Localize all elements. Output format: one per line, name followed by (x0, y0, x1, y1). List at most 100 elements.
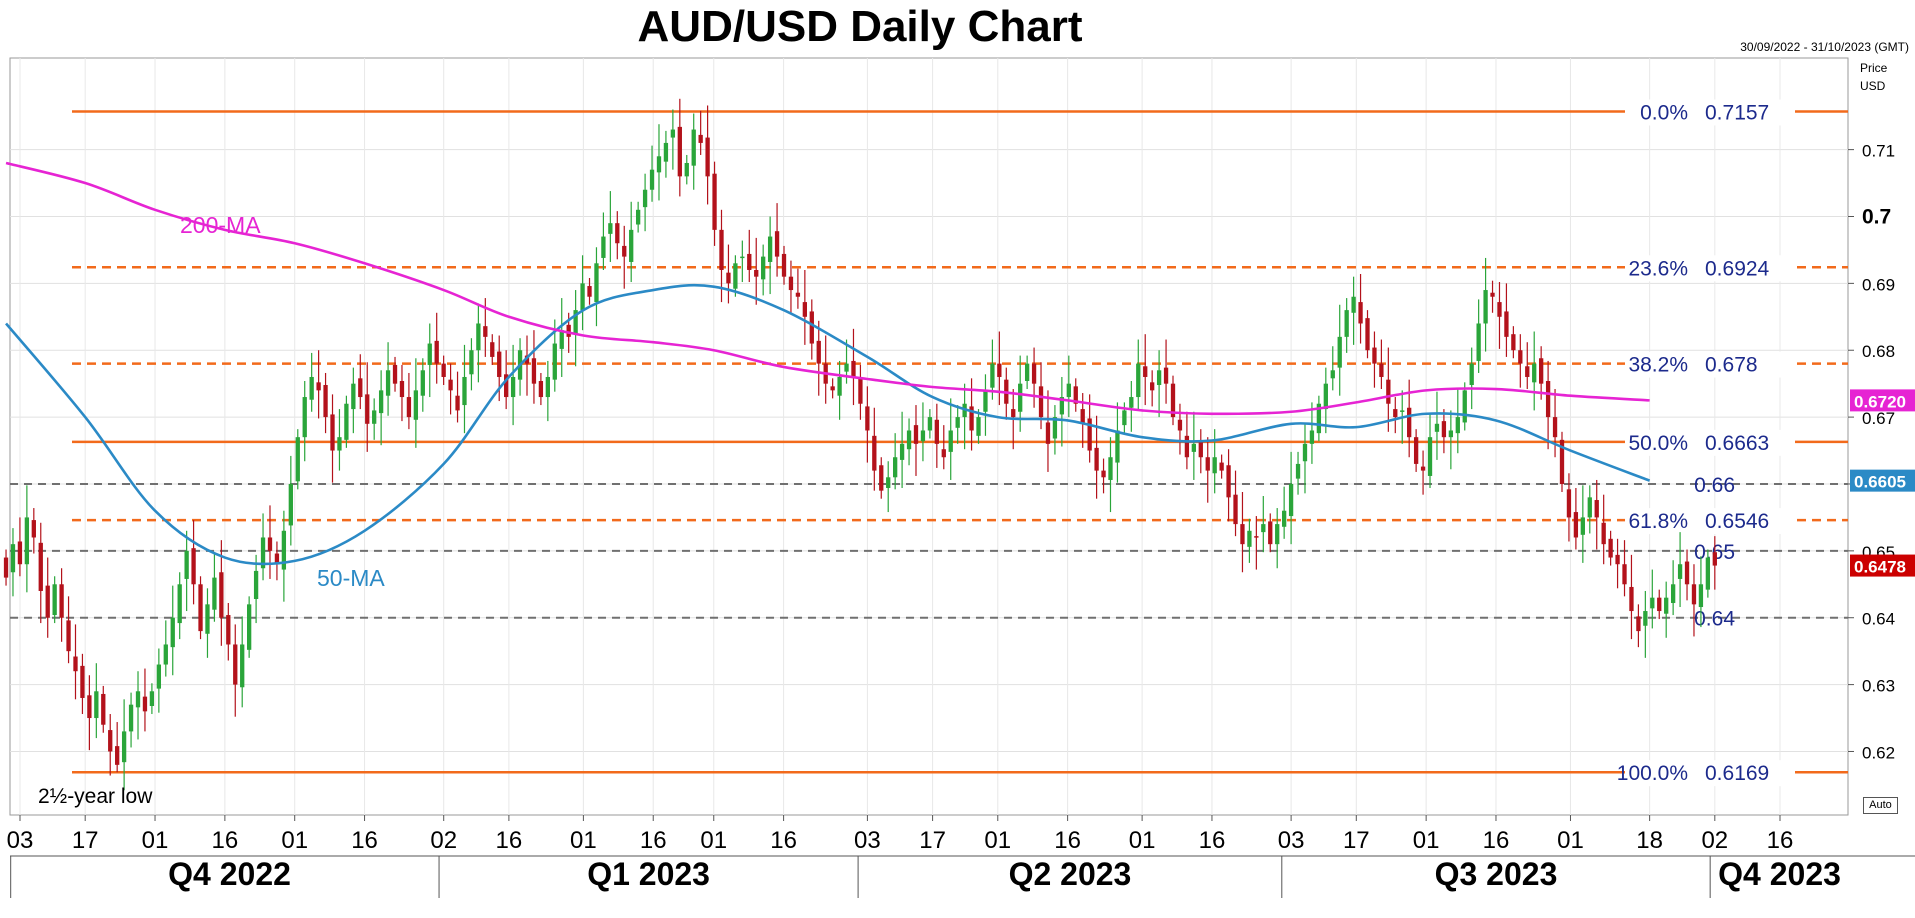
candle-body (483, 326, 488, 337)
candle-body (1052, 417, 1058, 439)
x-tick-label: 16 (640, 827, 667, 854)
candle-body (1205, 457, 1210, 471)
quarter-label: Q3 2023 (1435, 856, 1558, 892)
candle-body (10, 544, 16, 573)
candle-body (309, 376, 314, 400)
candle-body (1664, 597, 1669, 614)
candle-body (260, 537, 266, 569)
candle-body (59, 584, 64, 618)
fibonacci-value-label: 0.6663 (1705, 432, 1769, 455)
candle-body (45, 585, 50, 618)
candle-body (1170, 383, 1176, 418)
fibonacci-level-label: 61.8% (1628, 510, 1688, 533)
candle-body (851, 360, 856, 377)
fibonacci-level-label: 0.0% (1640, 101, 1688, 124)
fibonacci-label-bg (1625, 351, 1795, 378)
candle-body (246, 604, 252, 650)
candle-body (886, 477, 891, 488)
candle-body (1525, 366, 1530, 377)
candle-body (1150, 382, 1155, 391)
candle-body (1261, 524, 1266, 533)
candle-body (1698, 584, 1704, 608)
candle-body (504, 374, 509, 398)
candle-body (761, 256, 766, 280)
candle-body (510, 376, 516, 398)
candle-body (747, 253, 752, 270)
candle-body (1622, 564, 1627, 585)
quarter-label: Q4 2023 (1718, 856, 1841, 892)
candle-body (705, 137, 710, 177)
candle-body (1136, 363, 1141, 398)
candle-body (1580, 517, 1585, 535)
candle-body (288, 483, 293, 526)
fibonacci-value-label: 0.6546 (1705, 510, 1769, 533)
candle-body (712, 173, 717, 230)
candle-body (212, 577, 217, 610)
fibonacci-level-label: 50.0% (1628, 432, 1688, 455)
fibonacci-label-bg (1625, 429, 1795, 456)
candle-body (1254, 536, 1259, 538)
candle-body (1156, 370, 1162, 386)
candle-body (872, 435, 877, 471)
candle-body (448, 379, 453, 391)
candle-body (1594, 500, 1599, 518)
candle-body (330, 414, 335, 451)
candle-body (1504, 311, 1509, 337)
candle-body (1226, 465, 1231, 498)
candle-body (1629, 586, 1634, 612)
ma200-annotation: 200-MA (180, 212, 261, 238)
fibonacci-level-label: 23.6% (1628, 257, 1688, 280)
candle-body (1337, 336, 1342, 368)
last-value-label: 0.6720 (1854, 392, 1906, 411)
candle-body (1122, 410, 1127, 426)
candle-body (795, 292, 801, 297)
candle-body (684, 162, 689, 177)
x-tick-label: 16 (770, 827, 797, 854)
candle-body (635, 209, 641, 225)
auto-scale-button[interactable]: Auto (1863, 797, 1898, 814)
candle-body (538, 380, 544, 398)
x-tick-label: 17 (1343, 827, 1370, 854)
candle-body (121, 731, 127, 763)
candle-body (1469, 363, 1474, 386)
candle-body (1212, 457, 1217, 474)
candle-body (1448, 430, 1454, 438)
x-tick-label: 16 (351, 827, 378, 854)
x-tick-label: 17 (919, 827, 946, 854)
x-tick-label: 01 (984, 827, 1011, 854)
candle-body (1143, 366, 1148, 377)
candle-body (608, 223, 613, 234)
candle-body (1386, 379, 1391, 404)
candle-body (1372, 347, 1377, 364)
candle-body (115, 746, 120, 765)
last-value-label: 0.6478 (1854, 558, 1906, 577)
fibonacci-label-bg (1625, 508, 1795, 535)
candle-body (1191, 443, 1196, 452)
candle-body (858, 376, 863, 404)
candle-body (80, 665, 85, 698)
candle-body (642, 189, 648, 208)
candle-body (1483, 290, 1488, 324)
candle-body (163, 644, 168, 665)
x-tick-label: 03 (854, 827, 881, 854)
last-value-label: 0.6605 (1854, 473, 1906, 492)
candle-body (420, 370, 425, 396)
candle-body (837, 376, 842, 396)
candle-body (767, 236, 773, 262)
plot-area (9, 57, 1849, 816)
candle-body (1407, 407, 1412, 438)
candle-body (1031, 363, 1037, 384)
candle-body (1024, 363, 1030, 381)
candle-body (1379, 363, 1384, 377)
candle-body (990, 363, 995, 388)
candle-body (219, 572, 224, 618)
x-tick-label: 02 (1701, 827, 1728, 854)
candle-body (372, 410, 377, 424)
candle-body (719, 229, 724, 270)
candle-body (809, 311, 814, 344)
fibonacci-label-bg (1625, 99, 1795, 126)
candle-body (1281, 510, 1287, 527)
candle-body (1295, 463, 1301, 479)
x-tick-label: 16 (1483, 827, 1510, 854)
